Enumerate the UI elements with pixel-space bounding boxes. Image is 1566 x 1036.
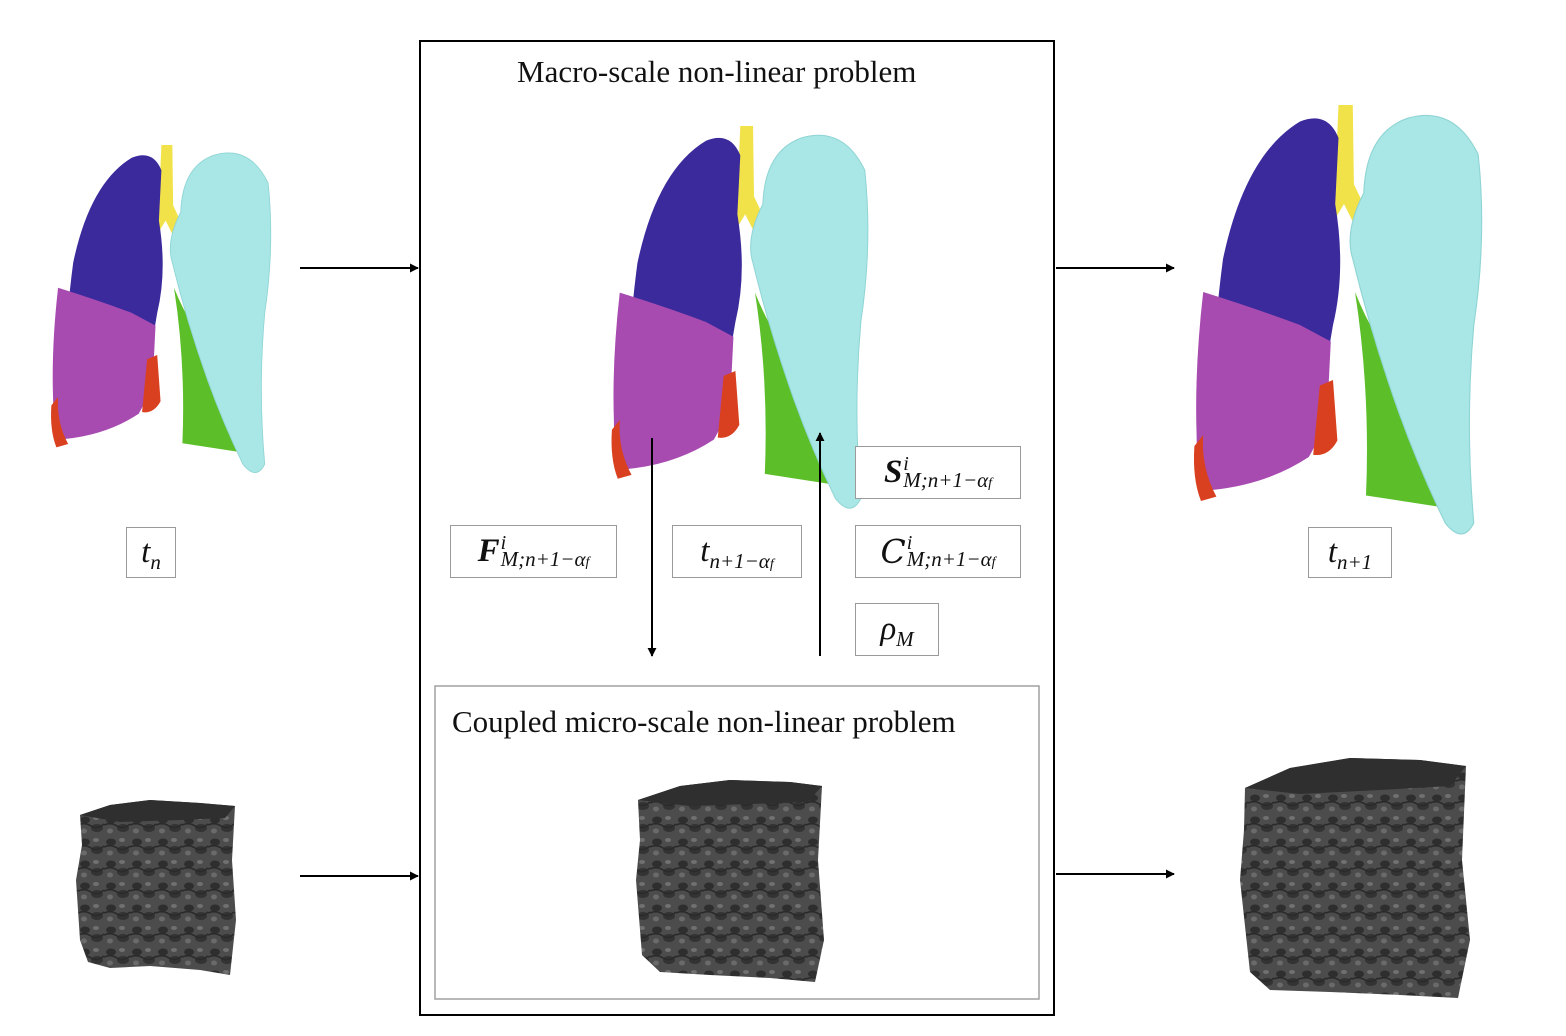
lung-model-tn1 xyxy=(1193,105,1483,535)
micro-title: Coupled micro-scale non-linear problem xyxy=(452,704,956,739)
lung-model-macro xyxy=(611,126,869,509)
label-stress: S i M;n+1−αf xyxy=(855,446,1021,499)
label-t-mid: t n+1−αf xyxy=(672,525,802,578)
micro-tissue-tn xyxy=(76,800,236,975)
micro-tissue-tn1 xyxy=(1240,758,1470,998)
label-tangent-modulus: C i M;n+1−αf xyxy=(855,525,1021,578)
label-deformation-gradient: F i M;n+1−αf xyxy=(450,525,617,578)
macro-box xyxy=(419,40,1055,1016)
macro-title: Macro-scale non-linear problem xyxy=(517,54,917,89)
micro-tissue-macro xyxy=(636,780,824,982)
label-t-n1: t n+1 xyxy=(1308,527,1392,578)
lung-model-tn xyxy=(51,145,272,474)
micro-box xyxy=(434,685,1040,1000)
